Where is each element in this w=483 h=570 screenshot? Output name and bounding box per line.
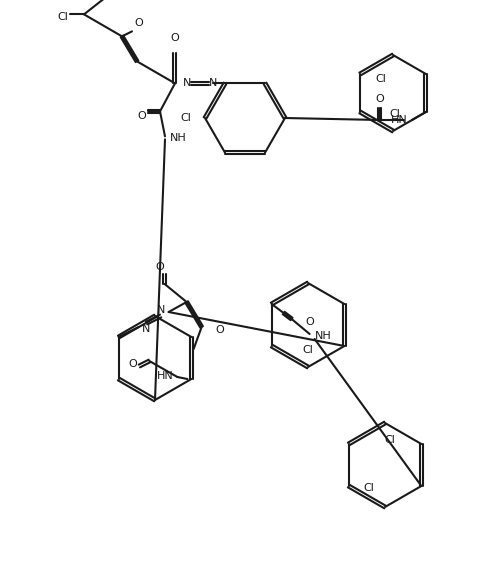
Text: O: O	[137, 111, 146, 121]
Text: N: N	[157, 305, 166, 315]
Text: O: O	[376, 94, 384, 104]
Text: Cl: Cl	[390, 109, 400, 119]
Text: N: N	[142, 324, 150, 334]
Text: O: O	[134, 18, 143, 29]
Text: Cl: Cl	[302, 345, 313, 355]
Text: O: O	[170, 34, 179, 43]
Text: O: O	[155, 262, 164, 272]
Text: NH: NH	[314, 331, 331, 341]
Text: O: O	[306, 317, 314, 327]
Text: NH: NH	[170, 133, 187, 144]
Text: HN: HN	[391, 115, 408, 125]
Text: N: N	[209, 78, 217, 88]
Text: O: O	[215, 325, 225, 335]
Text: Cl: Cl	[57, 13, 68, 22]
Text: HN: HN	[156, 371, 173, 381]
Text: Cl: Cl	[384, 435, 396, 445]
Text: Cl: Cl	[375, 74, 386, 84]
Text: Cl: Cl	[364, 483, 374, 493]
Text: Cl: Cl	[180, 113, 191, 123]
Text: N: N	[183, 78, 191, 88]
Text: O: O	[128, 359, 137, 369]
